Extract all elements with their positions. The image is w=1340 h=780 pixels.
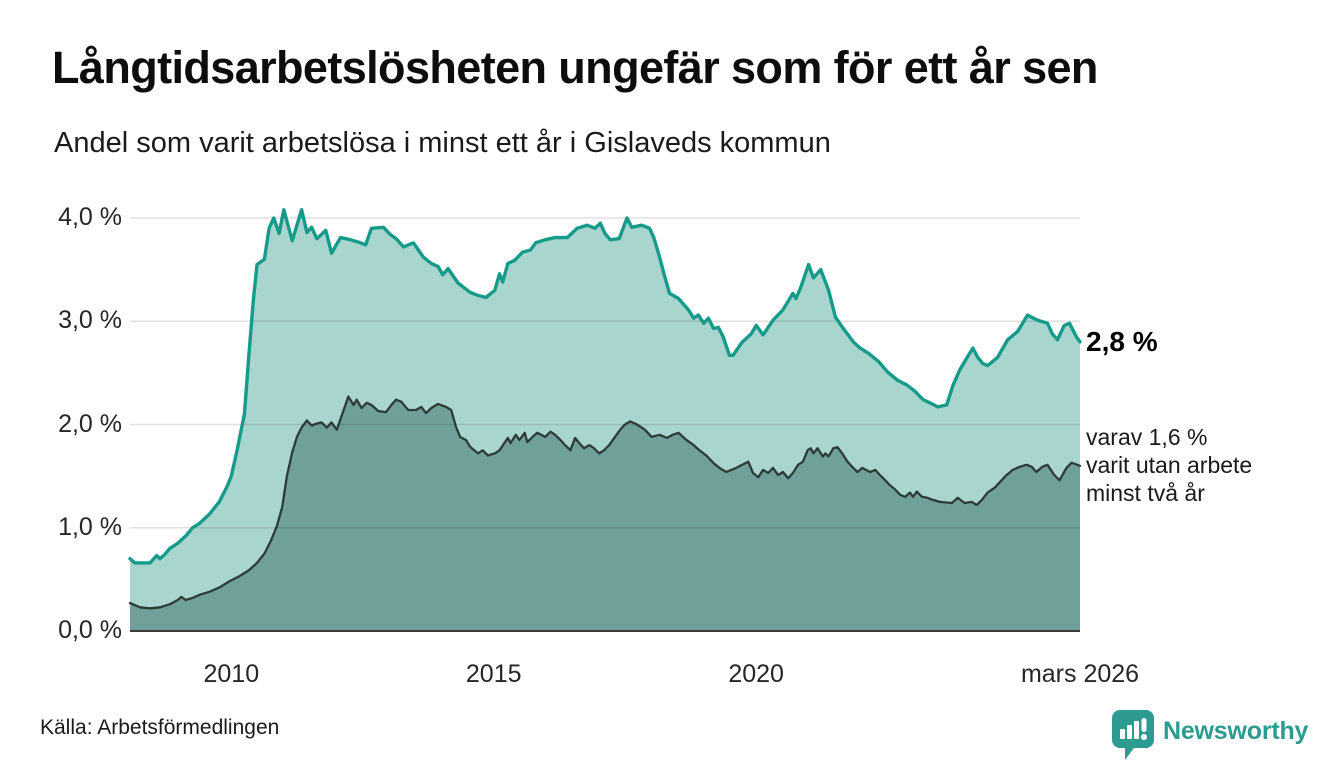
y-tick-label: 3,0 % — [58, 306, 122, 335]
end-sub-line-2: varit utan arbete — [1086, 452, 1253, 478]
x-tick-label: 2015 — [465, 660, 522, 688]
y-tick-label: 0,0 % — [58, 616, 122, 644]
x-tick-label: 2010 — [203, 660, 260, 688]
end-sub-line-1: varav 1,6 % — [1086, 424, 1208, 450]
y-tick-label: 1,0 % — [58, 512, 122, 541]
bar-chart-speech-bubble-icon — [1112, 710, 1154, 760]
end-sub-annotation: varav 1,6 % varit utan arbete minst två … — [1086, 423, 1252, 507]
x-tick-label: mars 2026 — [1020, 660, 1140, 688]
y-tick-label: 2,0 % — [58, 409, 122, 438]
page-title: Långtidsarbetslösheten ungefär som för e… — [52, 42, 1098, 93]
end-value-label: 2,8 % — [1086, 326, 1158, 357]
newsworthy-logo[interactable]: Newsworthy — [1112, 710, 1308, 763]
source-attribution: Källa: Arbetsförmedlingen — [40, 716, 280, 739]
series-line-1 — [128, 207, 1082, 565]
brand-name: Newsworthy — [1163, 717, 1309, 745]
page-subtitle: Andel som varit arbetslösa i minst ett å… — [54, 127, 831, 159]
end-sub-line-3: minst två år — [1086, 480, 1205, 506]
series-line-2 — [128, 395, 1082, 610]
x-tick-label: 2020 — [728, 660, 784, 688]
y-tick-label: 4,0 % — [58, 203, 122, 231]
